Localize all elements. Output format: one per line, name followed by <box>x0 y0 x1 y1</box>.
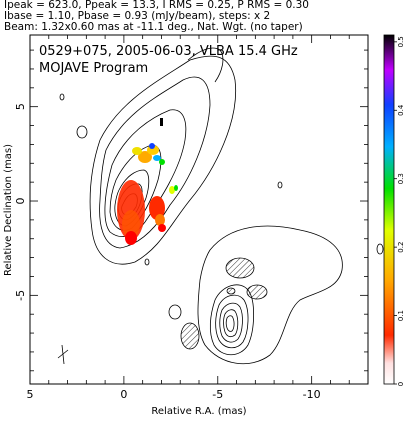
x-axis-label: Relative R.A. (mas) <box>151 406 246 417</box>
colorbar-tick-label: 0.4 <box>397 104 405 116</box>
y-tick-label: 5 <box>14 103 27 110</box>
polarization-patches <box>180 257 268 350</box>
header-line-base: Ibase = 1.10, Pbase = 0.93 (mJy/beam), s… <box>4 10 271 22</box>
x-tick-label: 5 <box>27 388 34 401</box>
colorbar-tick-label: 0.3 <box>397 173 405 184</box>
plot-frame <box>29 34 369 385</box>
x-tick-label: -5 <box>212 388 223 401</box>
axis-ticks <box>29 35 369 384</box>
colorbar-tick-label: 0 <box>397 382 405 386</box>
x-tick-label: 0 <box>120 388 127 401</box>
colorbar <box>383 34 395 385</box>
contour-lines <box>59 47 384 364</box>
header-line-intensity: Ipeak = 623.0, Ppeak = 13.3, I RMS = 0.2… <box>4 0 309 11</box>
colorbar-tick-label: 0.5 <box>397 36 405 47</box>
colorbar-tick-label: 0.1 <box>397 310 405 321</box>
x-tick-labels: 5 0 -5 -10 <box>27 388 321 401</box>
colorbar-ticks: 0 0.1 0.2 0.3 0.4 0.5 <box>394 36 405 386</box>
y-tick-labels: 5 0 -5 <box>14 103 27 301</box>
beam-ellipse <box>57 344 69 365</box>
map-content <box>57 47 384 365</box>
colorbar-tick-label: 0.2 <box>397 242 405 253</box>
image-header: Ipeak = 623.0, Ppeak = 13.3, I RMS = 0.2… <box>4 0 406 33</box>
header-line-beam: Beam: 1.32x0.60 mas at -11.1 deg., Nat. … <box>4 21 303 33</box>
x-tick-label: -10 <box>303 388 321 401</box>
plot-title: 0529+075, 2005-06-03, VLBA 15.4 GHz <box>39 44 298 59</box>
y-tick-label: -5 <box>14 290 27 301</box>
plot-subtitle: MOJAVE Program <box>39 61 148 76</box>
y-axis-label: Relative Declination (mas) <box>3 144 14 276</box>
polarization-color-patches <box>117 118 178 245</box>
y-tick-label: 0 <box>14 198 27 205</box>
